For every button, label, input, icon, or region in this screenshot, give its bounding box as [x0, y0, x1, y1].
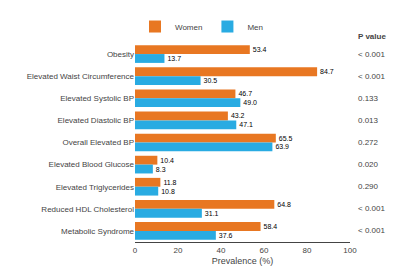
svg-text:Elevated Systolic BP: Elevated Systolic BP: [60, 94, 134, 103]
svg-text:37.6: 37.6: [219, 232, 233, 239]
svg-text:65.5: 65.5: [279, 135, 293, 142]
svg-text:P value: P value: [358, 32, 386, 41]
svg-text:0: 0: [133, 246, 138, 255]
svg-text:0.272: 0.272: [358, 138, 379, 147]
svg-text:< 0.001: < 0.001: [358, 204, 385, 213]
svg-text:< 0.001: < 0.001: [358, 50, 385, 59]
svg-text:60: 60: [260, 246, 269, 255]
svg-text:0.013: 0.013: [358, 116, 379, 125]
svg-text:< 0.001: < 0.001: [358, 226, 385, 235]
svg-text:10.4: 10.4: [160, 157, 174, 164]
svg-text:46.7: 46.7: [238, 90, 252, 97]
svg-text:Elevated Triglycerides: Elevated Triglycerides: [56, 183, 134, 192]
svg-text:53.4: 53.4: [253, 46, 267, 53]
svg-text:64.8: 64.8: [277, 201, 291, 208]
svg-text:0.020: 0.020: [358, 160, 379, 169]
svg-text:Metabolic Syndrome: Metabolic Syndrome: [61, 227, 134, 236]
svg-text:8.3: 8.3: [156, 166, 166, 173]
svg-text:80: 80: [303, 246, 312, 255]
svg-text:Elevated Blood Glucose: Elevated Blood Glucose: [49, 160, 135, 169]
svg-text:20: 20: [174, 246, 183, 255]
svg-text:Reduced HDL Cholesterol: Reduced HDL Cholesterol: [41, 205, 134, 214]
svg-text:Obesity: Obesity: [107, 50, 134, 59]
svg-text:49.0: 49.0: [243, 99, 257, 106]
svg-text:Elevated Diastolic BP: Elevated Diastolic BP: [58, 116, 134, 125]
svg-text:0.290: 0.290: [358, 182, 379, 191]
svg-text:Prevalence (%): Prevalence (%): [212, 256, 274, 266]
svg-text:Women: Women: [175, 23, 202, 32]
svg-text:11.8: 11.8: [163, 179, 176, 186]
svg-text:Men: Men: [247, 23, 263, 32]
svg-text:< 0.001: < 0.001: [358, 72, 385, 81]
svg-text:100: 100: [343, 246, 357, 255]
svg-text:84.7: 84.7: [320, 68, 334, 75]
svg-text:10.8: 10.8: [161, 188, 175, 195]
svg-text:58.4: 58.4: [264, 223, 278, 230]
svg-text:13.7: 13.7: [167, 55, 181, 62]
svg-text:Overall Elevated BP: Overall Elevated BP: [62, 138, 134, 147]
svg-text:47.1: 47.1: [239, 121, 253, 128]
svg-text:43.2: 43.2: [231, 112, 245, 119]
svg-text:0.133: 0.133: [358, 94, 379, 103]
svg-text:Elevated Waist Circumference: Elevated Waist Circumference: [27, 72, 135, 81]
svg-text:31.1: 31.1: [205, 210, 219, 217]
svg-text:30.5: 30.5: [204, 77, 218, 84]
svg-text:63.9: 63.9: [275, 143, 289, 150]
svg-text:40: 40: [217, 246, 226, 255]
